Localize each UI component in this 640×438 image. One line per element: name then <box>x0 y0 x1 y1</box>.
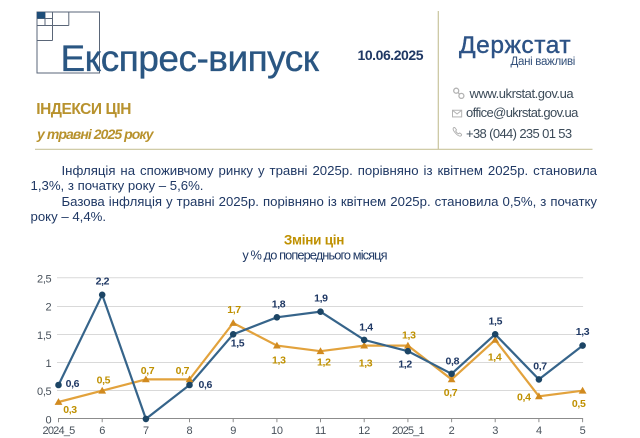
svg-text:9: 9 <box>230 425 236 437</box>
svg-text:0,4: 0,4 <box>517 392 531 404</box>
svg-text:2,5: 2,5 <box>37 274 51 286</box>
svg-text:1,8: 1,8 <box>272 298 286 310</box>
svg-text:0,8: 0,8 <box>446 356 460 368</box>
svg-text:0,6: 0,6 <box>199 379 213 391</box>
svg-text:4: 4 <box>536 425 542 437</box>
svg-text:12: 12 <box>358 425 370 437</box>
svg-text:Зміни цін: Зміни цін <box>284 232 344 247</box>
svg-text:0,7: 0,7 <box>444 387 458 399</box>
svg-text:2,2: 2,2 <box>96 276 110 288</box>
svg-text:2025_1: 2025_1 <box>392 425 425 437</box>
svg-text:у % до попереднього місяця: у % до попереднього місяця <box>242 248 387 263</box>
svg-text:1,3: 1,3 <box>359 358 373 370</box>
svg-text:1,7: 1,7 <box>227 304 241 316</box>
svg-text:0,3: 0,3 <box>63 404 77 416</box>
svg-text:10: 10 <box>271 425 283 437</box>
svg-text:0,6: 0,6 <box>66 378 80 390</box>
svg-text:1,5: 1,5 <box>231 338 245 350</box>
svg-text:2: 2 <box>449 425 455 437</box>
svg-text:6: 6 <box>99 425 105 437</box>
svg-text:0,5: 0,5 <box>97 374 111 386</box>
svg-text:1: 1 <box>46 358 52 370</box>
svg-text:0,5: 0,5 <box>37 386 51 398</box>
svg-text:1,3: 1,3 <box>402 329 416 341</box>
svg-text:0,7: 0,7 <box>533 360 547 372</box>
svg-text:1,4: 1,4 <box>488 352 502 364</box>
svg-text:7: 7 <box>143 425 149 437</box>
svg-text:8: 8 <box>187 425 193 437</box>
svg-text:1,4: 1,4 <box>359 322 373 334</box>
svg-text:0,7: 0,7 <box>176 365 190 377</box>
svg-text:1,3: 1,3 <box>576 326 590 338</box>
svg-text:1,5: 1,5 <box>489 316 503 328</box>
svg-text:2: 2 <box>46 302 52 314</box>
svg-text:5: 5 <box>580 425 586 437</box>
svg-text:1,2: 1,2 <box>317 357 331 369</box>
svg-text:11: 11 <box>315 425 326 437</box>
svg-text:1,9: 1,9 <box>314 293 328 305</box>
svg-text:0,7: 0,7 <box>141 365 155 377</box>
svg-text:0: 0 <box>46 414 52 426</box>
svg-text:3: 3 <box>492 425 498 437</box>
svg-text:1,2: 1,2 <box>398 358 412 370</box>
svg-text:1,5: 1,5 <box>37 330 51 342</box>
svg-text:1,3: 1,3 <box>272 355 286 367</box>
svg-text:0,5: 0,5 <box>572 398 586 410</box>
svg-text:2024_5: 2024_5 <box>43 425 76 437</box>
